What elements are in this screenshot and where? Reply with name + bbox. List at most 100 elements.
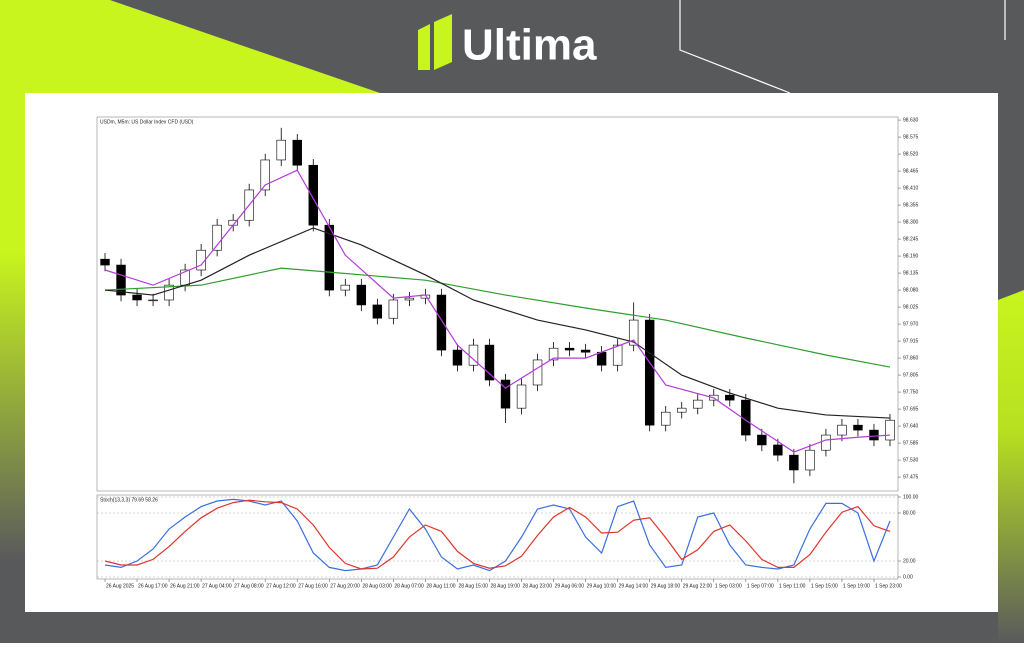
accent-left xyxy=(0,0,380,560)
x-tick-label: 27 Aug 20:00 xyxy=(330,583,360,589)
x-tick-label: 29 Aug 10:00 xyxy=(587,583,617,589)
candle-body xyxy=(132,294,142,301)
candle-body xyxy=(644,319,655,426)
candle-body xyxy=(677,407,687,413)
candle-body xyxy=(196,249,206,271)
y-tick-label: 98.355 xyxy=(903,202,919,208)
x-tick-label: 28 Aug 07:00 xyxy=(394,583,424,589)
x-tick-label: 28 Aug 19:00 xyxy=(490,583,520,589)
candle-body xyxy=(372,304,383,319)
y-tick-label: 98.410 xyxy=(903,185,919,191)
y-tick-label: 80.00 xyxy=(903,510,916,516)
x-tick-label: 26 Aug 2025 xyxy=(106,583,134,589)
y-tick-label: 97.585 xyxy=(903,440,919,446)
candle-body xyxy=(308,164,318,226)
x-tick-label: 27 Aug 16:00 xyxy=(298,583,328,589)
x-tick-label: 26 Aug 17:00 xyxy=(138,583,168,589)
x-tick-label: 29 Aug 14:00 xyxy=(619,583,649,589)
candle-body xyxy=(292,139,302,166)
candle-body xyxy=(757,434,767,446)
candle-body xyxy=(212,224,222,251)
main-frame xyxy=(96,116,899,492)
y-tick-label: 97.640 xyxy=(903,423,919,429)
y-tick-label: 98.245 xyxy=(903,236,919,242)
candle-body xyxy=(404,297,415,301)
logo-icon xyxy=(418,24,430,70)
candle-body xyxy=(773,444,783,456)
y-tick-label: 98.025 xyxy=(903,304,919,310)
ma-line xyxy=(104,227,891,419)
y-tick-label: 97.530 xyxy=(903,457,919,463)
candle-body xyxy=(164,284,174,301)
y-tick-label: 97.805 xyxy=(903,372,919,378)
candle-body xyxy=(564,347,575,351)
candle-body xyxy=(452,349,463,366)
x-tick-label: 27 Aug 04:00 xyxy=(202,583,232,589)
y-tick-label: 98.520 xyxy=(903,151,919,157)
stoch-title: Stoch(13,3,3) 79.69 58.26 xyxy=(100,497,158,503)
candle-body xyxy=(837,424,847,436)
candle-body xyxy=(596,351,607,366)
logo: Ultima xyxy=(418,14,597,70)
x-tick-label: 27 Aug 12:00 xyxy=(266,583,296,589)
candle-body xyxy=(484,344,495,381)
y-tick-label: 0.00 xyxy=(903,574,913,580)
candle-body xyxy=(100,258,110,266)
y-tick-label: 100.00 xyxy=(903,494,919,500)
candle-body xyxy=(612,344,623,366)
candle-body xyxy=(276,139,286,161)
x-tick-label: 29 Aug 18:00 xyxy=(651,583,681,589)
x-tick-label: 28 Aug 15:00 xyxy=(458,583,488,589)
y-tick-label: 97.970 xyxy=(903,321,919,327)
y-tick-label: 98.465 xyxy=(903,168,919,174)
logo-icon xyxy=(434,14,452,70)
y-tick-label: 98.300 xyxy=(903,219,919,225)
y-tick-label: 98.630 xyxy=(903,117,919,123)
x-tick-label: 1 Sep 11:00 xyxy=(779,583,806,589)
candle-body xyxy=(388,299,399,319)
x-tick-label: 28 Aug 03:00 xyxy=(362,583,392,589)
y-tick-label: 98.190 xyxy=(903,253,919,259)
candle-body xyxy=(340,284,351,291)
candle-body xyxy=(869,429,879,441)
candle-body xyxy=(116,264,126,296)
x-tick-label: 26 Aug 21:00 xyxy=(170,583,200,589)
x-tick-label: 1 Sep 19:00 xyxy=(843,583,870,589)
x-tick-label: 28 Aug 11:00 xyxy=(426,583,455,589)
x-tick-label: 1 Sep 07:00 xyxy=(747,583,774,589)
candle-body xyxy=(532,359,543,386)
candle-body xyxy=(693,399,703,409)
y-tick-label: 98.080 xyxy=(903,287,919,293)
stoch-line xyxy=(104,499,891,570)
logo-text: Ultima xyxy=(462,21,597,70)
accent-right xyxy=(998,290,1024,643)
candle-body xyxy=(885,419,895,441)
y-tick-label: 98.575 xyxy=(903,134,919,140)
candle-body xyxy=(628,319,639,346)
panel xyxy=(25,93,998,612)
ma-line xyxy=(104,267,891,368)
x-tick-label: 28 Aug 23:00 xyxy=(523,583,553,589)
x-tick-label: 29 Aug 22:00 xyxy=(683,583,713,589)
candle-body xyxy=(516,384,527,409)
x-tick-label: 1 Sep 23:00 xyxy=(875,583,902,589)
candle-body xyxy=(661,411,671,426)
x-tick-label: 29 Aug 06:00 xyxy=(555,583,585,589)
y-tick-label: 97.860 xyxy=(903,355,919,361)
x-tick-label: 1 Sep 03:00 xyxy=(715,583,742,589)
y-tick-label: 20.00 xyxy=(903,558,916,564)
ma-line xyxy=(104,169,891,453)
y-tick-label: 97.750 xyxy=(903,389,919,395)
candle-body xyxy=(821,434,831,451)
candle-body xyxy=(260,159,270,191)
chart-title: USDm, M5m: US Dollar Index CFD (USD) xyxy=(100,119,194,125)
candle-body xyxy=(324,224,334,291)
x-tick-label: 1 Sep 15:00 xyxy=(811,583,838,589)
stoch-line xyxy=(104,498,891,572)
candle-body xyxy=(500,379,511,409)
candle-body xyxy=(805,449,815,471)
candle-body xyxy=(789,454,799,471)
y-tick-label: 97.915 xyxy=(903,338,919,344)
